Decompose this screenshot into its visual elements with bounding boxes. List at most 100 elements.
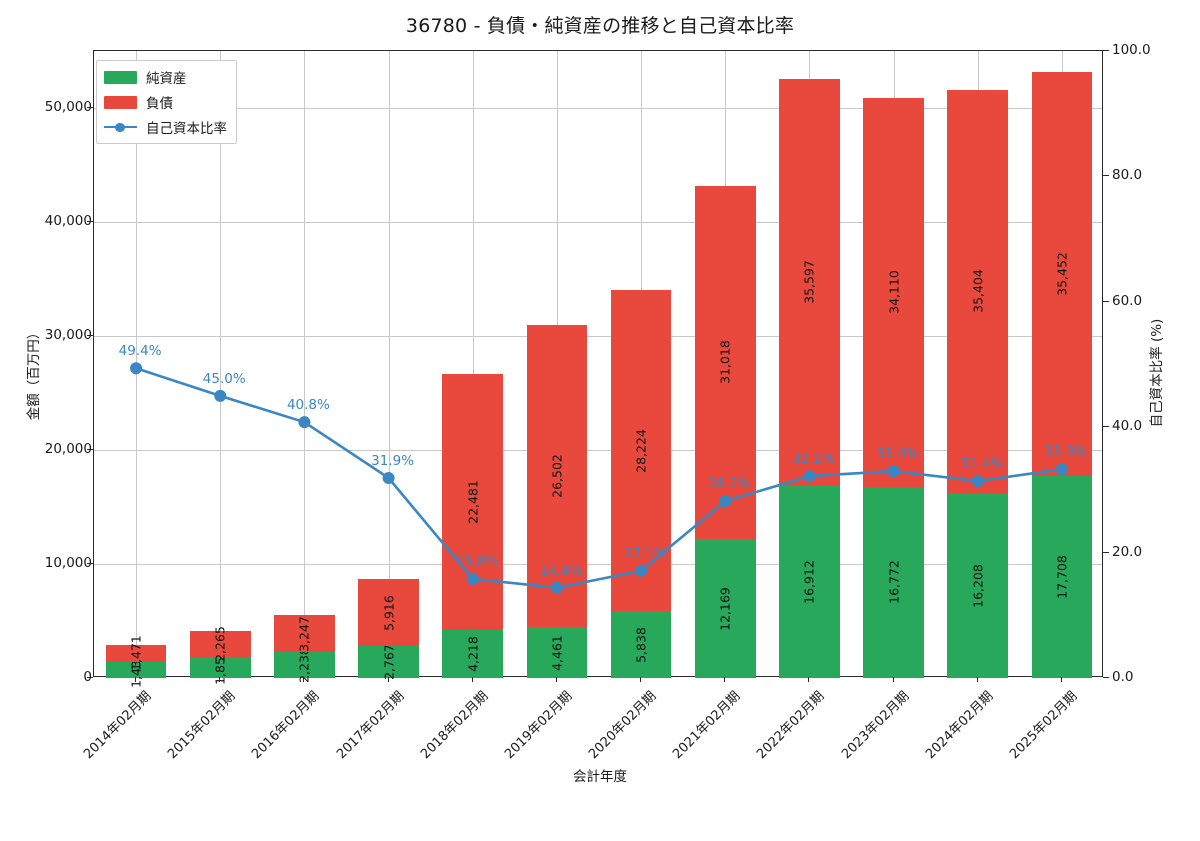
bar-segment [105,661,167,678]
line-marker [1055,463,1068,476]
x-axis-tick-label: 2025年02月期 [1007,688,1081,763]
x-axis-tick-label: 2020年02月期 [586,688,660,763]
gridline [388,51,390,676]
legend-item-liabilities: 負債 [104,92,227,112]
legend-line-equity-ratio [104,121,137,134]
bar-segment [779,485,840,678]
bar-segment [610,289,672,612]
bar-segment [274,615,335,653]
y-axis-tick-mark-left [87,449,93,450]
y-axis-tick-label-left: 50,000 [44,99,92,115]
bar-segment [779,79,840,486]
x-axis-tick-mark [640,677,642,682]
bar-segment [358,579,419,647]
gridline [94,222,1102,223]
line-marker [214,389,227,402]
bar-segment [442,373,504,630]
line-marker [803,470,816,483]
y-axis-tick-label-left: 30,000 [44,327,92,343]
bar-segment [105,644,167,662]
bar-segment [947,493,1009,678]
line-marker [130,362,143,375]
line-marker [550,581,563,594]
gridline [94,450,1102,451]
x-axis-label: 会計年度 [573,769,627,785]
x-axis-tick-mark [555,677,557,682]
x-axis-tick-mark [1060,677,1062,682]
line-marker [466,572,479,585]
x-axis-tick-label: 2019年02月期 [502,688,576,763]
x-axis-tick-label: 2017年02月期 [333,688,408,763]
x-axis-tick-mark [387,677,389,682]
y-axis-tick-mark-right [1103,677,1109,678]
line-marker [635,564,648,577]
bar-segment [442,629,504,678]
line-marker [971,475,984,488]
bar-segment [189,630,251,657]
legend-swatch-net-assets [104,70,137,84]
equity-ratio-line [130,362,1068,594]
y-axis-tick-label-right: 60.0 [1112,292,1143,309]
y-axis-tick-mark-left [87,107,93,108]
gridline [94,336,1102,337]
bar-segment [1031,476,1093,678]
y-axis-tick-mark-left [87,221,93,222]
y-axis-tick-label-left: 40,000 [44,213,92,229]
line-marker [887,465,900,478]
bar-segment [610,611,672,678]
x-axis-tick-label: 2023年02月期 [838,688,913,763]
y-axis-tick-mark-right [1103,426,1109,428]
bar-segment [694,539,756,678]
chart-figure: 36780 - 負債・純資産の推移と自己資本比率 1,434 1,471 1,858… [26,15,1165,785]
bar-segment [694,185,756,540]
y-axis-tick-label-right: 20.0 [1112,543,1143,560]
x-axis-tick-label: 2024年02月期 [922,688,997,763]
chart-title: 36780 - 負債・純資産の推移と自己資本比率 [405,15,795,37]
y-axis-tick-label-left: 20,000 [44,441,92,457]
plot-area: 1,434 1,471 1,858 2,265 2,238 3,247 2,767 5,916… [93,50,1103,688]
line-marker [719,495,732,508]
bar-segment [189,656,251,678]
y-axis-tick-mark-right [1103,50,1109,51]
x-axis-tick-mark [219,677,221,682]
x-axis-tick-label: 2014年02月期 [81,688,155,763]
x-axis-tick-label: 2016年02月期 [249,688,323,763]
legend-swatch-liabilities [104,95,137,109]
chart-legend: 純資産 負債 自己資本比率 [96,60,237,144]
gridline [472,51,474,676]
y-axis-tick-mark-left [87,563,93,564]
gridline [220,51,222,676]
y-axis-tick-label-right: 40.0 [1112,418,1143,435]
x-axis-tick-mark [892,677,894,682]
legend-item-equity-ratio: 自己資本比率 [104,117,227,137]
x-axis-tick-label: 2018年02月期 [417,688,492,763]
y-axis-tick-label-right: 100.0 [1112,42,1151,58]
line-marker [382,471,395,484]
y-axis-tick-label-left: 10,000 [44,555,92,571]
bar-segment [863,486,924,678]
y-axis-tick-label-right: 80.0 [1112,167,1143,184]
y-axis-label-left: 金額（百万円） [26,325,42,421]
bar-segment [274,652,335,678]
y-axis-tick-mark-right [1103,551,1109,553]
y-axis-tick-mark-left [87,335,93,336]
bar-segment [526,325,588,628]
y-axis-tick-mark-left [87,677,93,678]
legend-label-equity-ratio: 自己資本比率 [146,121,227,137]
y-axis-label-right: 自己資本比率 (%) [1149,318,1165,428]
x-axis-tick-label: 2022年02月期 [754,688,828,763]
y-axis-tick-label-right: 0.0 [1112,669,1134,685]
bar-segment [947,89,1009,494]
x-axis-tick-label: 2021年02月期 [670,688,744,763]
x-axis-tick-mark [724,677,726,682]
gridline [94,108,1102,109]
y-axis-tick-mark-right [1103,175,1109,177]
gridline [94,564,1102,565]
gridline [304,51,306,676]
x-axis-tick-mark [303,677,305,682]
x-axis-tick-mark [808,677,810,682]
x-axis-tick-label: 2015年02月期 [165,688,239,763]
bar-segment [526,627,588,678]
bar-segment [1031,71,1093,477]
bar-segment [358,646,419,678]
